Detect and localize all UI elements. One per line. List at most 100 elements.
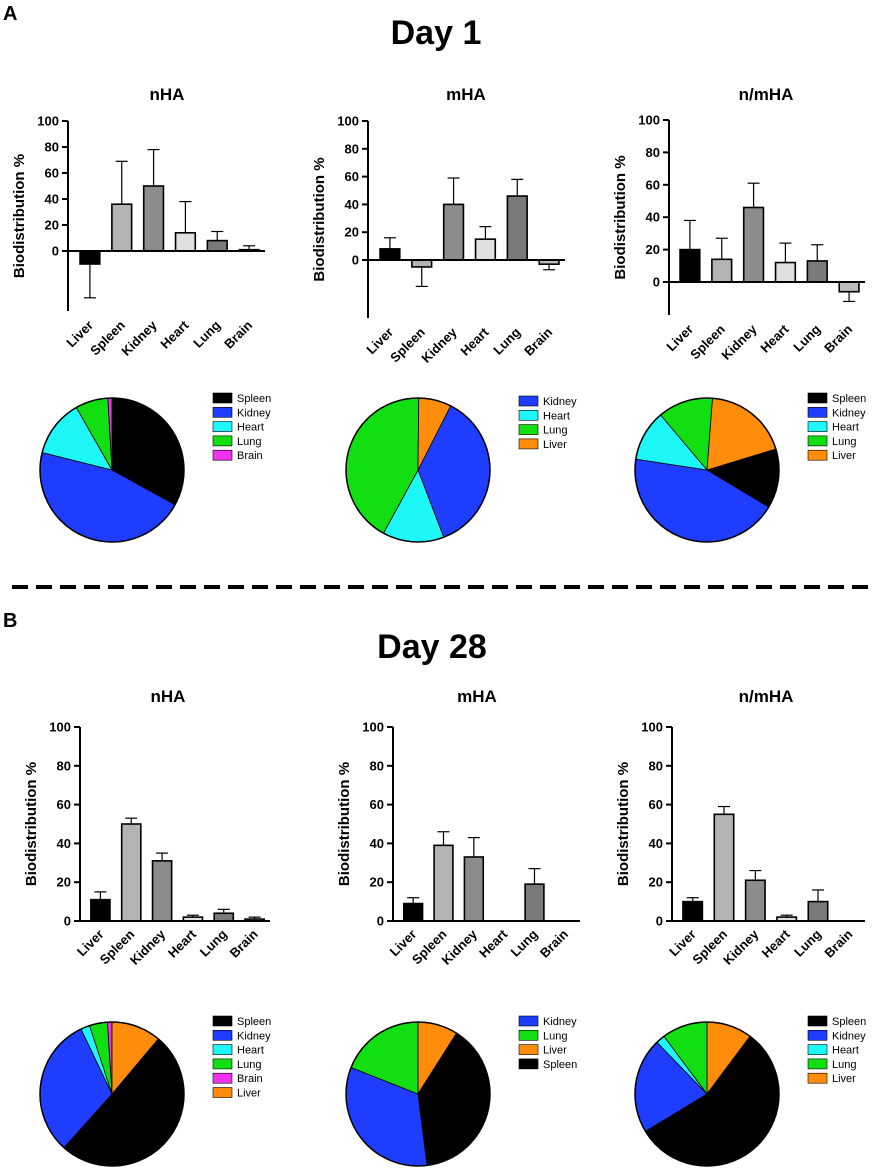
y-tick-label: 40 (649, 836, 663, 851)
legend-swatch-kidney (807, 406, 828, 418)
x-tick-label: Lung (490, 324, 523, 357)
bar-brain (838, 281, 860, 293)
legend-label-liver: Liver (237, 1088, 261, 1100)
bar-lung (506, 195, 528, 261)
legend-swatch-kidney (212, 406, 233, 418)
legend-label-kidney: Kidney (237, 1030, 271, 1042)
pie-chart-a-n-mha: Spleen Kidney Heart Lung Liver (634, 392, 866, 543)
x-tick-label: Kidney (718, 321, 760, 363)
pie-outline (39, 1021, 185, 1167)
pie-chart-a-nha: Spleen Kidney Heart Lung Brain (39, 392, 271, 543)
y-tick-label: 20 (45, 218, 59, 233)
y-tick-label: 80 (646, 145, 660, 160)
legend-label-heart: Heart (832, 1045, 859, 1057)
y-axis-label: Biodistribution % (336, 762, 353, 886)
legend-label-kidney: Kidney (543, 1016, 577, 1028)
bar-heart (774, 261, 797, 283)
legend-swatch-kidney (212, 1030, 233, 1041)
legend-swatch-heart (518, 409, 539, 421)
legend-swatch-spleen (212, 1015, 233, 1027)
legend-label-lung: Lung (832, 1059, 856, 1071)
y-tick-label: 60 (370, 797, 384, 812)
legend-swatch-spleen (807, 392, 828, 404)
legend-swatch-lung (518, 424, 539, 435)
pie-chart-b-n-mha: Spleen Kidney Heart Lung Liver (634, 1015, 866, 1167)
legend-label-lung: Lung (237, 1059, 261, 1071)
bar-spleen (713, 813, 735, 922)
y-tick-label: 20 (646, 242, 660, 257)
pie-chart-b-nha: Spleen Kidney Heart Lung Brain Liver (39, 1015, 271, 1167)
bar-liver (679, 248, 701, 283)
y-tick-label: 20 (345, 225, 359, 240)
legend-swatch-kidney (807, 1030, 828, 1041)
legend-label-heart: Heart (237, 1045, 264, 1057)
pie-legend: Kidney Heart Lung Liver (518, 395, 577, 451)
x-tick-label: Heart (165, 926, 200, 961)
pie-outline (39, 397, 185, 543)
bar-kidney (442, 203, 465, 261)
bar-liver (402, 902, 424, 922)
x-tick-label: Heart (759, 926, 794, 961)
legend-label-kidney: Kidney (543, 396, 577, 408)
y-tick-label: 20 (57, 875, 71, 890)
y-tick-label: 0 (352, 253, 359, 268)
y-axis-label: Biodistribution % (311, 157, 328, 281)
legend-swatch-spleen (518, 1058, 539, 1070)
day28-title: Day 28 (377, 628, 487, 666)
x-tick-label: Kidney (720, 926, 762, 968)
bar-liver (90, 898, 111, 922)
x-tick-label: Brain (537, 926, 571, 960)
x-tick-label: Heart (476, 926, 511, 961)
chart-title: n/mHA (739, 687, 794, 706)
y-tick-label: 40 (646, 210, 660, 225)
y-tick-label: 20 (370, 875, 384, 890)
chart-title: nHA (150, 85, 185, 104)
bar-spleen (111, 203, 133, 252)
legend-label-kidney: Kidney (832, 1030, 866, 1042)
y-tick-label: 0 (377, 914, 384, 929)
legend-label-spleen: Spleen (543, 1059, 577, 1071)
x-tick-label: Brain (821, 321, 855, 355)
charts-layer: nHA 0 20 40 60 80 100 Biodistribution % Liver Spl… (11, 85, 866, 1167)
legend-label-kidney: Kidney (832, 407, 866, 419)
legend-swatch-lung (518, 1030, 539, 1041)
x-tick-label: Lung (790, 321, 823, 354)
x-tick-label: Kidney (118, 317, 160, 359)
legend-label-liver: Liver (832, 450, 856, 462)
bar-spleen (433, 844, 454, 922)
pie-legend: Spleen Kidney Heart Lung Brain Liver (212, 1015, 271, 1100)
legend-swatch-heart (807, 421, 828, 432)
legend-label-brain: Brain (237, 1073, 263, 1085)
legend-label-liver: Liver (543, 1045, 567, 1057)
legend-label-spleen: Spleen (237, 393, 271, 405)
y-axis-label: Biodistribution % (615, 762, 632, 886)
legend-swatch-heart (807, 1044, 828, 1055)
bar-kidney (742, 206, 765, 283)
bar-kidney (151, 860, 173, 922)
y-tick-label: 100 (337, 114, 359, 129)
legend-swatch-spleen (212, 392, 233, 404)
legend-swatch-kidney (518, 1015, 539, 1027)
x-tick-label: Lung (197, 926, 230, 959)
bar-lung (524, 883, 545, 922)
bar-liver (379, 248, 401, 261)
bar-kidney (744, 879, 766, 922)
y-axis-label: Biodistribution % (23, 762, 40, 886)
legend-label-liver: Liver (832, 1073, 856, 1085)
y-tick-label: 0 (52, 244, 59, 259)
bar-kidney (142, 185, 165, 252)
x-tick-label: Lung (508, 926, 541, 959)
bar-lung (807, 900, 829, 922)
legend-label-lung: Lung (832, 436, 856, 448)
pie-outline (345, 1021, 491, 1167)
panel-letter-b: B (3, 610, 17, 632)
legend-label-heart: Heart (543, 410, 570, 422)
legend-swatch-brain (212, 449, 233, 461)
y-tick-label: 0 (64, 914, 71, 929)
bar-heart (474, 238, 497, 261)
x-tick-label: Brain (221, 317, 255, 351)
